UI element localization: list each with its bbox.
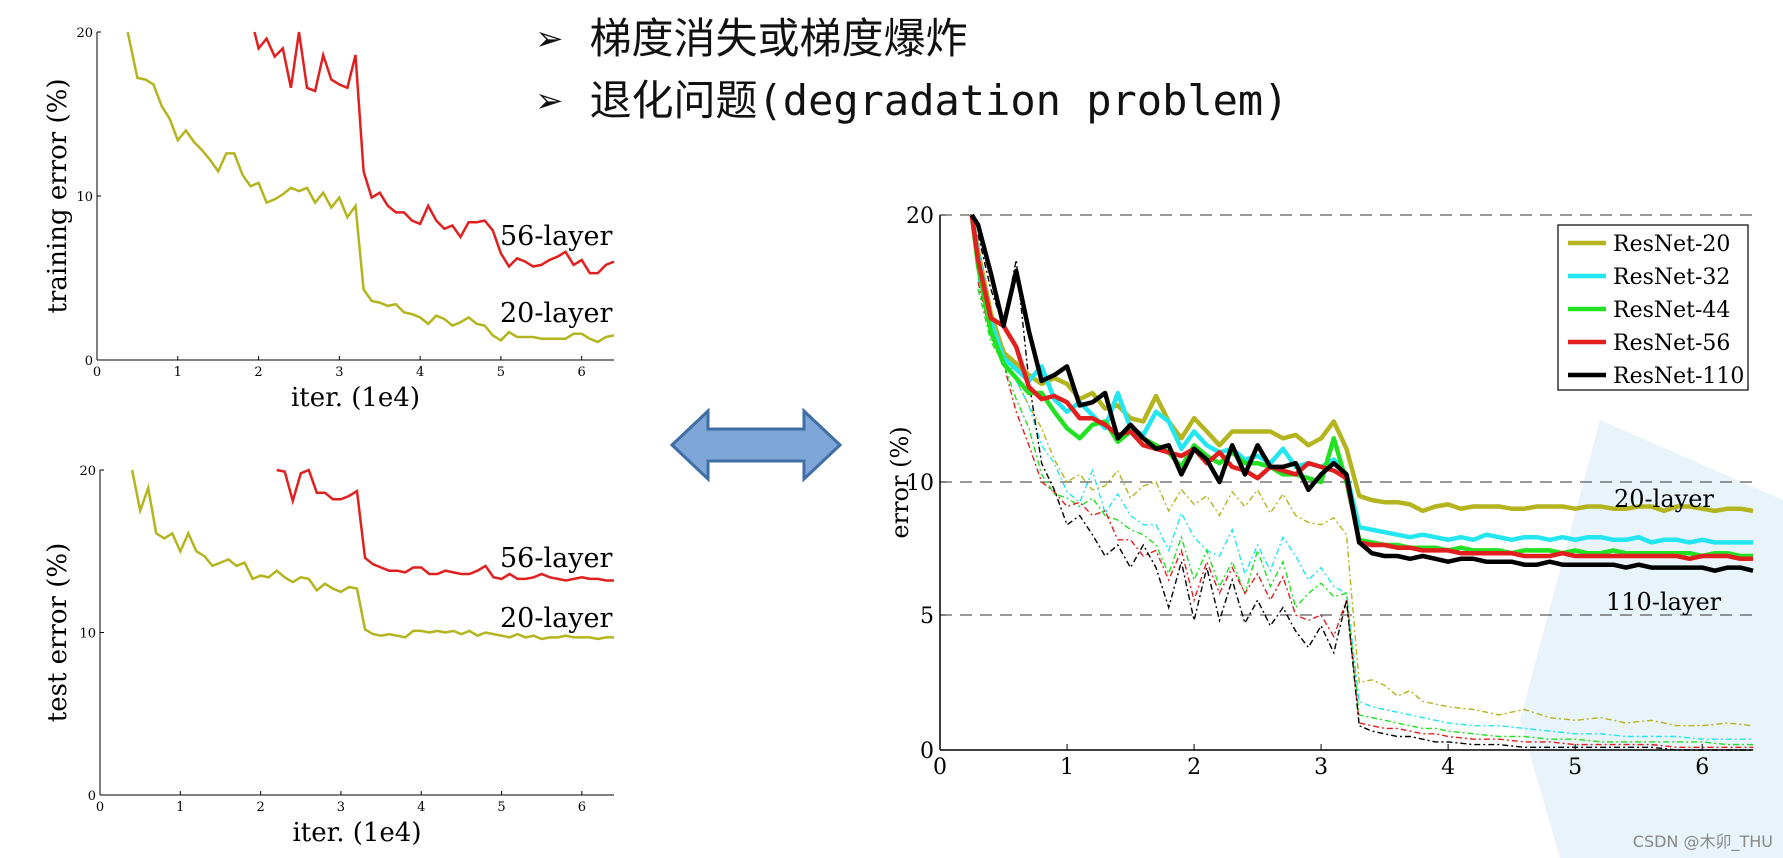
- y-tick-label: 20: [76, 26, 93, 41]
- x-tick-label: 3: [1314, 755, 1328, 780]
- legend-label: ResNet-44: [1613, 298, 1730, 323]
- bullet-item: ➢ 退化问题(degradation problem): [535, 70, 1289, 132]
- test-curve-ResNet-110: [969, 213, 1754, 573]
- x-tick-label: 1: [1060, 755, 1074, 780]
- x-tick-label: 4: [417, 800, 425, 815]
- y-tick-label: 10: [79, 627, 96, 642]
- series-label: 20-layer: [500, 603, 612, 634]
- title-bullets: ➢ 梯度消失或梯度爆炸 ➢ 退化问题(degradation problem): [535, 8, 1289, 132]
- resnet-error-chart: 0 1 2 3 4 5 6 0 5 10 20 error (%) 20-layer 110-layer R…: [886, 204, 1754, 780]
- series-label: 20-layer: [500, 298, 612, 329]
- y-axis-label: error (%): [886, 426, 914, 538]
- bullet-arrow-icon: ➢: [535, 19, 564, 59]
- bullet-text: 退化问题(degradation problem): [589, 76, 1289, 125]
- series-label: 56-layer: [500, 543, 612, 574]
- watermark: CSDN @木卯_THU: [1632, 832, 1773, 851]
- x-tick-label: 6: [578, 800, 586, 815]
- x-tick-label: 0: [933, 755, 947, 780]
- series-label: 56-layer: [500, 221, 612, 252]
- y-axis-label: training error (%): [43, 79, 73, 314]
- legend-label: ResNet-110: [1613, 364, 1744, 389]
- x-tick-label: 2: [256, 800, 264, 815]
- series-line-56-layer: [276, 468, 614, 582]
- x-axis-label: iter. (1e4): [291, 383, 420, 413]
- y-tick-label: 0: [88, 789, 96, 804]
- x-tick-label: 1: [176, 800, 184, 815]
- x-tick-label: 4: [1441, 755, 1455, 780]
- training-curve-ResNet-56: [977, 282, 1753, 748]
- x-tick-label: 3: [337, 800, 345, 815]
- training-curve-ResNet-32: [977, 277, 1753, 740]
- x-tick-label: 6: [1695, 755, 1709, 780]
- x-tick-label: 5: [1568, 755, 1582, 780]
- bullet-text: 梯度消失或梯度爆炸: [589, 14, 968, 63]
- x-tick-label: 4: [416, 365, 424, 380]
- x-tick-label: 6: [578, 365, 586, 380]
- x-axis-label: iter. (1e4): [292, 818, 421, 848]
- y-tick-label: 0: [85, 354, 93, 369]
- legend-label: ResNet-20: [1613, 232, 1730, 257]
- x-tick-label: 2: [1187, 755, 1201, 780]
- training-curve-ResNet-20: [977, 266, 1754, 727]
- legend-label: ResNet-32: [1613, 265, 1730, 290]
- y-tick-label: 10: [76, 190, 93, 205]
- x-tick-label: 3: [335, 365, 343, 380]
- x-tick-label: 2: [254, 365, 262, 380]
- y-tick-label: 0: [920, 739, 934, 764]
- y-tick-label: 5: [920, 604, 934, 629]
- legend-label: ResNet-56: [1613, 331, 1730, 356]
- annotation-label: 20-layer: [1614, 485, 1714, 513]
- double-arrow-icon: [669, 407, 843, 483]
- training-error-chart: 0 1 2 3 4 5 6 0 10 20 iter. (1e4) training error (%…: [43, 26, 615, 413]
- y-tick-label: 10: [906, 471, 934, 496]
- series-line-20-layer: [130, 469, 614, 641]
- x-tick-label: 0: [96, 800, 104, 815]
- y-tick-label: 20: [906, 204, 934, 229]
- y-tick-label: 20: [79, 464, 96, 479]
- series-line-56-layer: [253, 31, 615, 275]
- series-line-20-layer: [126, 31, 615, 344]
- annotation-label: 110-layer: [1606, 588, 1722, 616]
- x-tick-label: 1: [174, 365, 182, 380]
- x-tick-label: 5: [497, 800, 505, 815]
- bullet-item: ➢ 梯度消失或梯度爆炸: [535, 8, 1289, 70]
- test-error-chart: 0 1 2 3 4 5 6 0 10 20 iter. (1e4) test error (%) 56-…: [43, 464, 614, 848]
- x-tick-label: 0: [93, 365, 101, 380]
- background-shape: [1520, 420, 1783, 858]
- bullet-arrow-icon: ➢: [535, 81, 564, 121]
- x-tick-label: 5: [497, 365, 505, 380]
- y-axis-label: test error (%): [43, 543, 73, 722]
- training-curve-ResNet-110: [977, 234, 1753, 751]
